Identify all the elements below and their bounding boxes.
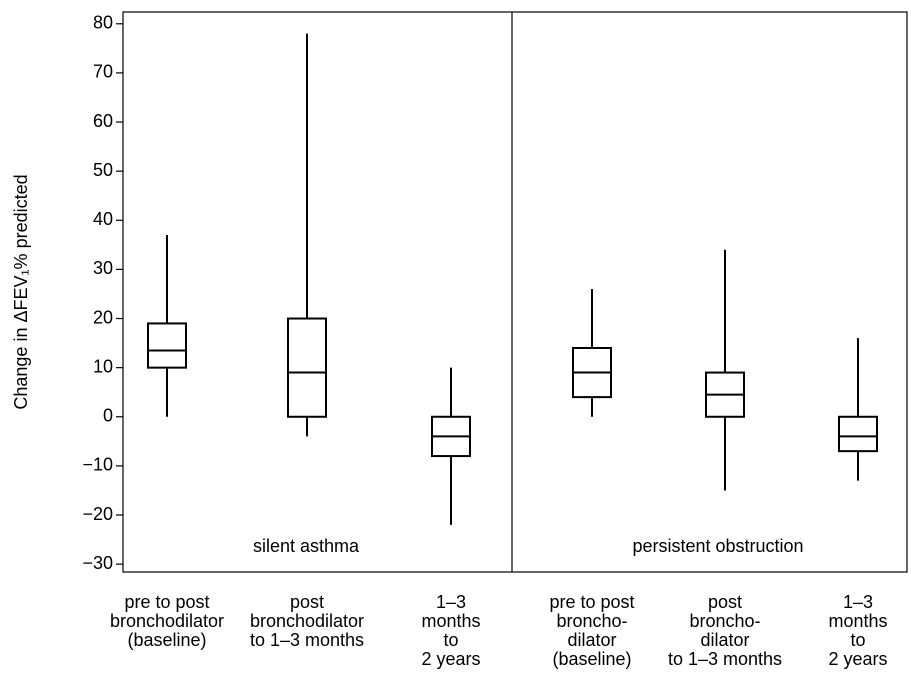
x-tick-label: post — [290, 592, 324, 612]
box — [147, 322, 187, 369]
x-tick-label: to 1–3 months — [668, 649, 782, 669]
x-tick-label: broncho- — [556, 611, 627, 631]
x-tick-label: dilator — [700, 630, 749, 650]
box — [838, 415, 878, 453]
x-tick-label: months — [828, 611, 887, 631]
x-tick-label: dilator — [567, 630, 616, 650]
y-tick-label: 10 — [93, 356, 113, 376]
x-tick-label: 2 years — [828, 649, 887, 669]
x-tick-label: 1–3 — [436, 592, 466, 612]
box — [287, 317, 327, 418]
x-tick-label: months — [421, 611, 480, 631]
x-tick-label: 1–3 — [843, 592, 873, 612]
y-tick-label: 80 — [93, 13, 113, 33]
x-tick-label: pre to post — [549, 592, 634, 612]
panel-label: silent asthma — [253, 536, 360, 556]
x-tick-label: (baseline) — [127, 630, 206, 650]
x-tick-label: to 1–3 months — [250, 630, 364, 650]
y-tick-label: 0 — [103, 406, 113, 426]
y-tick-label: −10 — [82, 455, 113, 475]
x-tick-label: post — [708, 592, 742, 612]
x-tick-label: bronchodilator — [250, 611, 364, 631]
y-tick-label: −30 — [82, 553, 113, 573]
x-tick-label: to — [850, 630, 865, 650]
x-tick-label: pre to post — [124, 592, 209, 612]
y-tick-label: −20 — [82, 504, 113, 524]
y-tick-label: 30 — [93, 258, 113, 278]
x-tick-label: broncho- — [689, 611, 760, 631]
plot-frame — [122, 11, 908, 573]
y-tick-label: 60 — [93, 111, 113, 131]
y-tick-label: 20 — [93, 307, 113, 327]
y-axis-label: Change in ΔFEV₁% predicted — [11, 174, 31, 409]
y-tick-label: 50 — [93, 160, 113, 180]
x-tick-label: bronchodilator — [110, 611, 224, 631]
y-tick-label: 40 — [93, 209, 113, 229]
x-tick-label: (baseline) — [552, 649, 631, 669]
x-tick-label: 2 years — [421, 649, 480, 669]
y-tick-label: 70 — [93, 62, 113, 82]
panel-label: persistent obstruction — [632, 536, 803, 556]
x-tick-label: to — [443, 630, 458, 650]
